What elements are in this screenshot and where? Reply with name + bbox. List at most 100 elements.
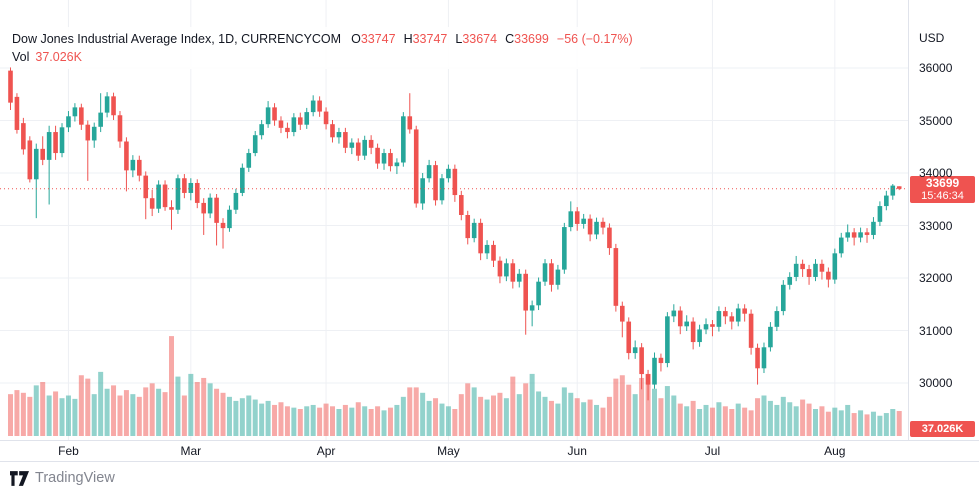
price-tick-label: 33000	[919, 218, 953, 233]
ohlc-high: H33747	[403, 32, 448, 46]
volume-bar	[581, 402, 587, 436]
volume-bar	[381, 410, 387, 436]
volume-bar	[716, 402, 722, 436]
volume-bar	[278, 402, 284, 436]
candle-body	[652, 357, 657, 385]
price-tick-label: 35000	[919, 113, 953, 128]
candle-body	[27, 140, 33, 180]
candle-body	[252, 135, 258, 154]
volume-bar	[252, 399, 258, 436]
candle-body	[298, 117, 303, 125]
volume-bar	[671, 395, 677, 436]
candle-body	[156, 184, 161, 209]
volume-bar	[613, 378, 619, 436]
volume-bar	[465, 383, 471, 436]
month-label: Jun	[567, 444, 587, 458]
candle-body	[381, 153, 387, 164]
volume-bar	[832, 407, 838, 436]
volume-bar	[375, 406, 381, 436]
volume-bar	[626, 384, 632, 436]
candle-body	[484, 244, 490, 254]
candle-body	[562, 227, 567, 270]
volume-bar	[555, 403, 561, 436]
volume-bar	[362, 406, 368, 436]
candle-body	[420, 178, 425, 204]
volume-bar	[677, 403, 683, 436]
candle-body	[143, 175, 149, 199]
volume-bar	[85, 378, 91, 436]
volume-bar	[742, 407, 748, 436]
volume-bar	[400, 396, 406, 436]
candle-body	[826, 271, 831, 280]
volume-bar	[748, 410, 754, 436]
volume-bar	[323, 403, 329, 436]
candle-body	[240, 167, 245, 193]
candle-body	[66, 116, 71, 128]
month-label: May	[437, 444, 460, 458]
candle-body	[574, 211, 580, 224]
price-tick-label: 32000	[919, 271, 953, 285]
candle-body	[677, 310, 683, 327]
chart-legend: Dow Jones Industrial Average Index, 1D, …	[10, 27, 641, 69]
volume-bar	[246, 395, 252, 436]
volume-bar	[536, 391, 542, 436]
volume-bar	[774, 404, 780, 436]
volume-bar	[890, 409, 896, 436]
candle-body	[735, 308, 741, 322]
tradingview-logo-link[interactable]: TradingView	[10, 470, 115, 486]
candle-body	[761, 347, 767, 369]
candle-body	[285, 127, 290, 133]
ohlc-open: O33747	[351, 32, 396, 46]
candle-body	[413, 129, 419, 204]
candle-body	[452, 168, 458, 196]
candle-body	[130, 159, 136, 171]
volume-bar	[207, 383, 213, 436]
volume-bar	[136, 396, 142, 436]
candle-body	[323, 111, 329, 125]
candle-body	[613, 248, 619, 306]
volume-badge: 37.026K	[910, 421, 975, 437]
volume-bar	[735, 403, 741, 436]
month-label: Feb	[58, 444, 79, 458]
candle-body	[497, 260, 503, 277]
price-tick-label: 30000	[919, 376, 953, 390]
candle-body	[813, 263, 818, 277]
candle-body	[665, 316, 670, 364]
bar-countdown: 15:46:34	[921, 190, 964, 202]
candle-body	[207, 197, 213, 214]
candle-body	[748, 313, 754, 348]
volume-bar	[214, 388, 220, 436]
volume-bar	[310, 404, 316, 436]
candle-body	[890, 185, 896, 196]
candlestick-chart-surface[interactable]	[0, 0, 908, 462]
tradingview-logo-icon	[10, 470, 29, 486]
volume-bar	[46, 395, 52, 436]
volume-bar	[433, 398, 439, 436]
volume-bar	[355, 402, 361, 436]
volume-bar	[317, 407, 323, 436]
candle-body	[768, 326, 773, 348]
volume-bar	[143, 387, 149, 436]
candle-body	[117, 115, 123, 142]
month-label: Mar	[180, 444, 202, 458]
candle-body	[162, 184, 168, 208]
volume-bar	[845, 404, 851, 436]
price-tick-label: 34000	[919, 166, 953, 180]
candle-body	[806, 269, 812, 277]
volume-bar	[91, 394, 97, 436]
candle-body	[542, 263, 548, 282]
tradingview-brand-text: TradingView	[35, 470, 115, 486]
volume-bar	[336, 409, 342, 436]
price-axis[interactable]: USD 33699 15:46:34 37.026K 36000 35000 340…	[908, 0, 979, 462]
candle-body	[471, 222, 477, 239]
candle-body	[304, 112, 310, 125]
volume-bar	[20, 392, 26, 436]
candle-body	[265, 107, 271, 125]
candle-body	[877, 206, 883, 222]
volume-bar	[755, 398, 761, 436]
symbol-title[interactable]: Dow Jones Industrial Average Index, 1D, …	[12, 32, 342, 46]
volume-bar	[806, 403, 812, 436]
candle-body	[355, 142, 361, 156]
time-axis[interactable]: Feb Mar Apr May Jun Jul Aug	[0, 440, 979, 462]
volume-bar	[14, 390, 20, 436]
